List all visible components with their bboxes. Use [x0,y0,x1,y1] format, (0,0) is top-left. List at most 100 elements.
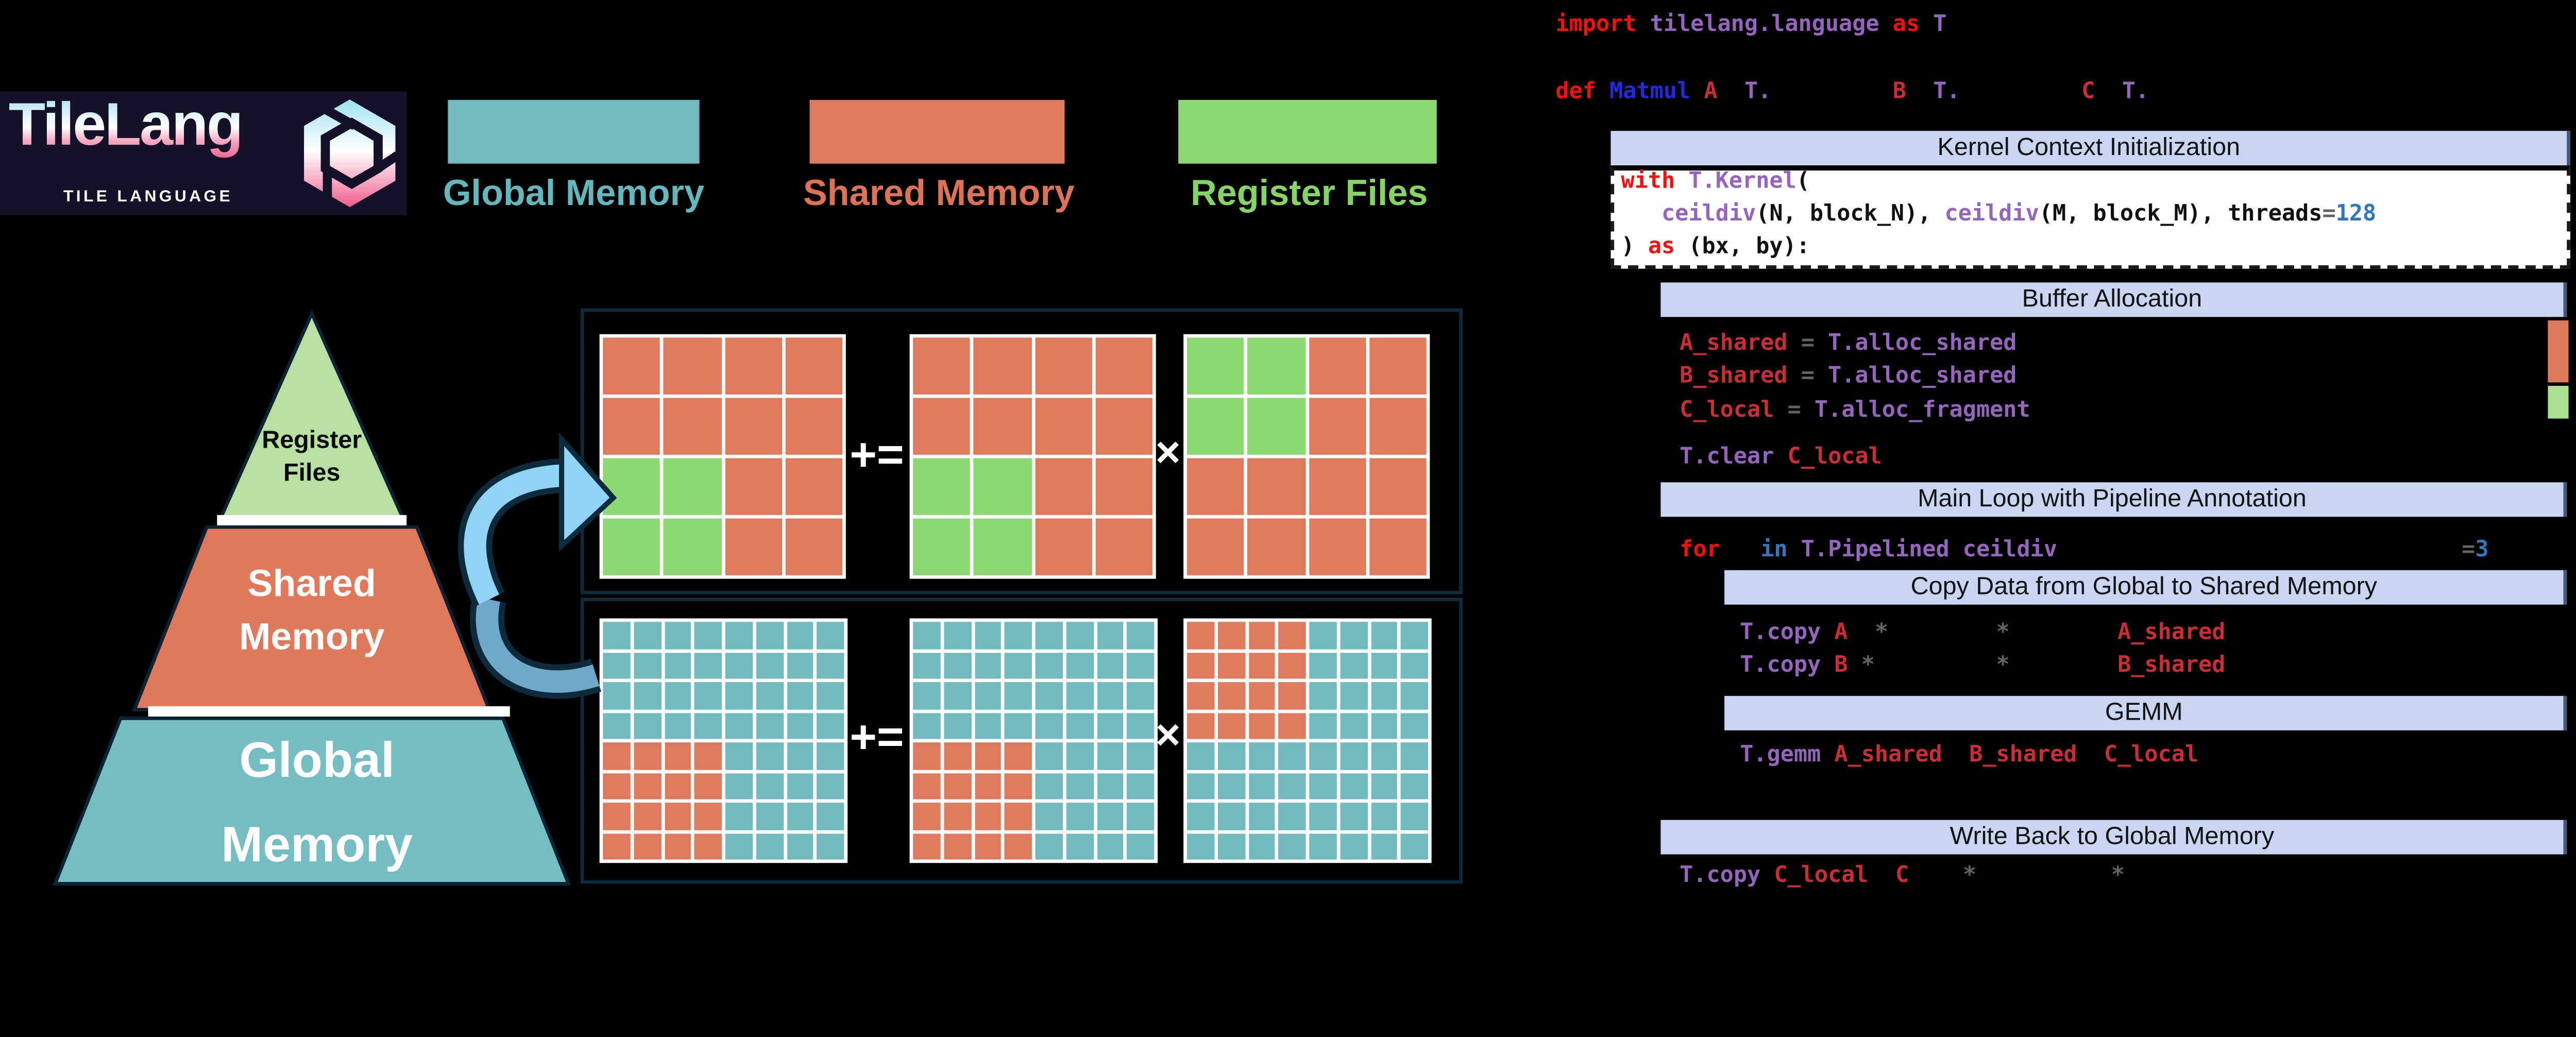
matrix-cell [1340,803,1367,830]
matrix-cell [1065,622,1093,649]
code-token [1621,201,1662,227]
kernel-context-code-box [1611,165,2570,269]
matrix-cell [943,682,971,709]
matrix-cell [1401,803,1428,830]
code-token [1976,863,2111,889]
matrix-cell [725,832,753,860]
matrix-cell [1187,712,1214,739]
code-token: C_local [2104,742,2199,769]
code-token [1821,742,1834,768]
matrix-cell [1096,652,1124,679]
code-line-as-bx-by: ) as (bx, by): [1621,234,1809,262]
section-header-copy-data: Copy Data from Global to Shared Memory [1724,570,2567,605]
matrix-cell [1005,652,1032,679]
matrix-cell [1005,803,1032,830]
code-token: = [1787,398,1801,424]
matrix-cell [785,518,843,575]
code-token: T. [2122,79,2149,105]
code-token: T.clear [1680,444,1774,470]
matrix-cell [817,712,844,739]
matrix-cell [664,518,721,575]
code-token [1801,398,1815,423]
pyramid-label-register-files: Register Files [195,426,429,491]
code-token: T.gemm [1740,742,1821,769]
code-token: T.copy [1740,653,1821,679]
matrix-cell [974,458,1031,515]
matrix-cell [1370,772,1398,800]
matrix-cell [633,772,661,800]
matrix-cell [1187,742,1214,769]
code-token [1888,620,1996,646]
matrix-cell [725,742,753,769]
matrix-cell [1278,772,1306,800]
code-token [1636,12,1650,38]
matrix-cell [913,622,940,649]
matrix-cell [1035,712,1063,739]
matrix-cell [1309,803,1336,830]
matrix-cell [1065,832,1093,860]
code-token: in [1760,537,1788,564]
matrix-cell [724,398,782,455]
matrix-cell [603,458,660,515]
matrix-cell [1187,458,1245,515]
matrix-cell [1187,398,1245,455]
matrix-cell [1217,712,1245,739]
matrix-cell [786,742,814,769]
matrix-cell [756,803,783,830]
matrix-cell [1217,772,1245,800]
code-token [1690,79,1704,105]
code-token: = [2462,537,2476,564]
code-token: 128 [2335,201,2377,228]
code-token: = [2322,201,2336,228]
matrix-cell [913,803,940,830]
matrix-cell [1370,712,1398,739]
code-token: ceildiv [1962,537,2058,564]
matrix-cell [694,712,722,739]
matrix-cell [1308,337,1366,395]
code-token: A_shared [1680,331,1788,357]
code-token: * [1996,653,2010,679]
matrix-cell [1278,803,1306,830]
matrix-cell [756,622,783,649]
matrix-cell [1034,398,1092,455]
code-token: B [1834,653,1848,679]
matrix-cell [664,803,691,830]
matrix-cell [1401,772,1428,800]
matrix-cell [786,622,814,649]
matrix-cell [694,682,722,709]
matrix-cell [785,398,843,455]
matrix-cell [1217,622,1245,649]
matrix-cell [1096,772,1124,800]
code-token: = [1801,363,1815,389]
matrix-cell [1309,712,1336,739]
matrix-cell [1035,742,1063,769]
code-token [1788,331,1801,356]
matrix-cell [1247,458,1305,515]
matrix-cell [943,712,971,739]
matrix-cell [1187,622,1214,649]
code-token [1760,863,1774,889]
matrix-cell [725,622,753,649]
matrix-cell [943,772,971,800]
code-token: * [1996,620,2010,646]
matrix-cell [1248,622,1276,649]
code-token: as [1892,12,1920,38]
matrix-cell [603,832,630,860]
code-token: T.Pipelined [1801,537,1950,564]
code-token: T.alloc_shared [1828,331,2017,357]
matrix-cell [1309,772,1336,800]
matrix-cell [1217,742,1245,769]
matrix-cell [974,742,1002,769]
matrix-cell [603,398,660,455]
code-token [1879,12,1893,38]
code-token: T.Kernel [1688,168,1797,195]
matrix-cell [664,398,721,455]
matrix-cell [1248,803,1276,830]
code-token [1815,364,1828,389]
matrix-cell [1247,398,1305,455]
code-token [2010,620,2117,646]
matrix-cell [1034,518,1092,575]
matrix-cell [1370,832,1398,860]
matrix-cell [1034,337,1092,395]
pyramid-label-global-memory: Global Memory [145,720,489,889]
